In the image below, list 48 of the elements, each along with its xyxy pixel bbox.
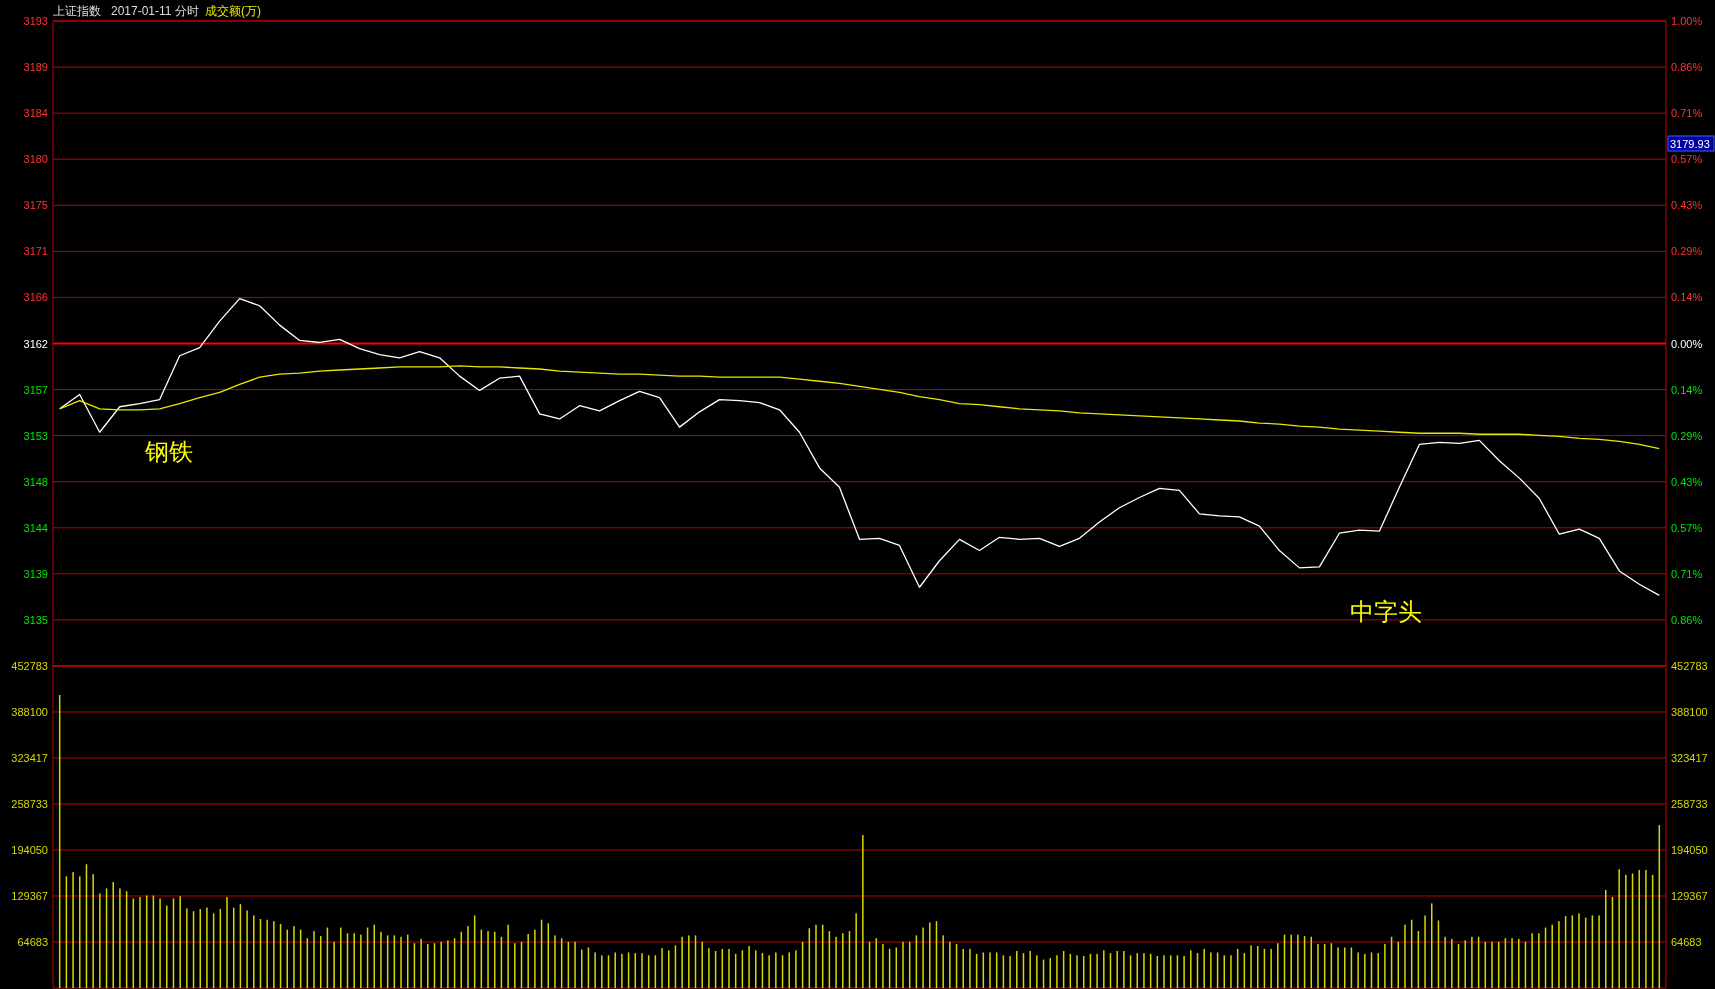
y2-tick-label: 258733 [1671, 798, 1708, 810]
y2-tick-label: 323417 [1671, 752, 1708, 764]
y2-tick-label: 0.57% [1671, 153, 1703, 166]
y-tick-label: 3135 [23, 613, 48, 626]
y-tick-label: 3175 [23, 199, 48, 212]
y-tick-label: 3153 [23, 429, 48, 442]
y-tick-label: 452783 [11, 660, 48, 672]
y-tick-label: 129367 [11, 890, 48, 902]
y2-tick-label: 194050 [1671, 844, 1708, 856]
y-tick-label: 3193 [23, 15, 48, 27]
annotation: 成交额(万) [205, 4, 261, 18]
y2-tick-label: 0.43% [1671, 475, 1703, 488]
y-tick-label: 258733 [11, 798, 48, 810]
chart-subtitle: 2017-01-11 分时 [111, 4, 199, 18]
y2-tick-label: 0.57% [1671, 521, 1703, 534]
y2-tick-label: 0.86% [1671, 61, 1703, 74]
y2-tick-label: 64683 [1671, 936, 1702, 948]
y2-tick-label: 0.14% [1671, 383, 1703, 396]
y2-tick-label: 0.86% [1671, 613, 1703, 626]
y-tick-label: 3166 [23, 291, 48, 304]
y-tick-label: 3157 [23, 383, 48, 396]
y-tick-label: 3144 [23, 521, 48, 534]
y2-tick-label: 0.29% [1671, 429, 1703, 442]
y-tick-label: 3139 [23, 567, 48, 580]
y2-tick-label: 0.29% [1671, 245, 1703, 258]
annotation: 中字头 [1350, 598, 1422, 625]
y2-tick-label: 0.71% [1671, 567, 1703, 580]
y-tick-label: 3171 [23, 245, 48, 258]
annotation: 钢铁 [145, 438, 193, 465]
y-tick-label: 388100 [11, 706, 48, 718]
y2-tick-label: 452783 [1671, 660, 1708, 672]
y-tick-label: 3148 [23, 475, 48, 488]
y-tick-label: 194050 [11, 844, 48, 856]
y2-tick-label: 129367 [1671, 890, 1708, 902]
y2-tick-label: 0.00% [1671, 337, 1703, 350]
y2-tick-label: 0.43% [1671, 199, 1703, 212]
y-tick-label: 3189 [23, 61, 48, 74]
y-tick-label: 64683 [17, 936, 48, 948]
y-tick-label: 3184 [23, 107, 48, 120]
y2-tick-label: 0.71% [1671, 107, 1703, 120]
y-tick-label: 3180 [23, 153, 48, 166]
y-tick-label: 3162 [23, 337, 48, 350]
y2-tick-label: 388100 [1671, 706, 1708, 718]
y-tick-label: 323417 [11, 752, 48, 764]
chart-title: 上证指数 [53, 4, 101, 18]
y2-tick-label: 0.14% [1671, 291, 1703, 304]
y2-tick-label: 1.00% [1671, 15, 1703, 27]
annotation: 3179.93 [1667, 135, 1715, 152]
